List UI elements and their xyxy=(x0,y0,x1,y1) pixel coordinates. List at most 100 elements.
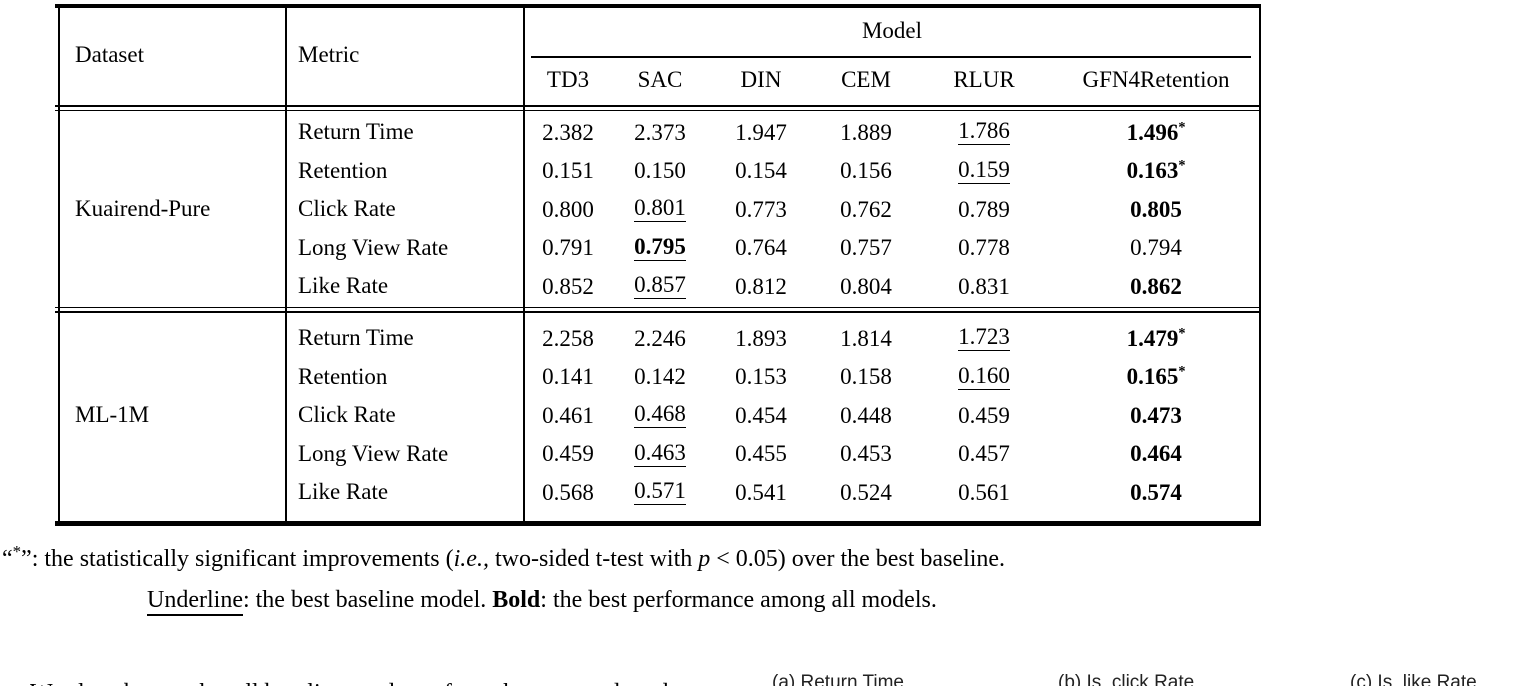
value-cell: 1.947 xyxy=(735,119,787,145)
value-cell: 2.258 xyxy=(542,325,594,351)
metric-label: Click Rate xyxy=(298,196,396,222)
dataset-label: ML-1M xyxy=(75,402,150,428)
value-cell: 0.154 xyxy=(735,158,787,184)
value-cell: 0.473 xyxy=(1130,402,1182,428)
dataset-group-kuairend-pure: Kuairend-Pure Return Time 2.382 2.373 1.… xyxy=(58,113,1261,306)
value-cell: 0.151 xyxy=(542,158,594,184)
value-cell: 0.852 xyxy=(542,273,594,299)
value-cell: 1.496* xyxy=(1126,119,1186,145)
significance-star: * xyxy=(1178,157,1186,174)
header-separator-rule-1 xyxy=(55,105,1261,107)
metric-label: Long View Rate xyxy=(298,234,449,260)
value-cell: 0.801 xyxy=(634,195,686,223)
value-cell: 0.561 xyxy=(958,479,1010,505)
model-column-header-rlur: RLUR xyxy=(953,67,1015,92)
value-cell: 1.814 xyxy=(840,325,892,351)
value-cell: 0.857 xyxy=(634,272,686,300)
underline-keyword: Underline xyxy=(147,587,243,616)
model-column-header-sac: SAC xyxy=(637,67,683,92)
dataset-group-ml-1m: ML-1M Return Time 2.258 2.246 1.893 1.81… xyxy=(58,319,1261,512)
value-cell: 0.762 xyxy=(840,196,892,222)
model-column-header-cem: CEM xyxy=(841,67,891,92)
open-quote: “ xyxy=(2,546,13,572)
value-cell: 1.479* xyxy=(1126,325,1186,351)
metric-label: Return Time xyxy=(298,119,414,145)
significance-star-symbol: * xyxy=(12,542,22,561)
value-cell: 0.142 xyxy=(634,364,686,390)
value-cell: 0.448 xyxy=(840,402,892,428)
footnote-p-symbol: p xyxy=(698,546,711,572)
value-cell: 0.571 xyxy=(634,478,686,506)
clipped-paragraph-fragment: We also observe that all baselines under… xyxy=(30,679,670,686)
value-cell: 0.831 xyxy=(958,273,1010,299)
table-top-rule xyxy=(55,4,1261,8)
value-cell: 0.800 xyxy=(542,196,594,222)
footnote-line-1: “*”: the statistically significant impro… xyxy=(2,542,1006,574)
value-cell: 0.773 xyxy=(735,196,787,222)
metric-label: Click Rate xyxy=(298,402,396,428)
value-cell: 0.791 xyxy=(542,235,594,261)
footnote-text: : the best performance among all models. xyxy=(540,587,937,613)
value-cell: 0.463 xyxy=(634,439,686,467)
value-cell: 0.150 xyxy=(634,158,686,184)
value-cell: 0.764 xyxy=(735,235,787,261)
value-cell: 0.159 xyxy=(958,156,1010,184)
footnote-text: : the statistically significant improvem… xyxy=(31,546,454,572)
value-cell: 0.789 xyxy=(958,196,1010,222)
value-cell: 0.461 xyxy=(542,402,594,428)
value-cell: 0.804 xyxy=(840,273,892,299)
value-cell: 0.568 xyxy=(542,479,594,505)
metric-label: Retention xyxy=(298,157,388,183)
value-cell: 0.574 xyxy=(1130,479,1182,505)
value-cell: 0.459 xyxy=(542,441,594,467)
table-right-border xyxy=(1259,4,1261,525)
significance-star: * xyxy=(1178,363,1186,380)
value-cell: 0.464 xyxy=(1130,441,1182,467)
table-bottom-rule xyxy=(55,521,1261,526)
clipped-paragraph-text: We also observe that all baselines under… xyxy=(30,679,670,686)
value-cell: 1.893 xyxy=(735,325,787,351)
model-group-header: Model xyxy=(861,18,923,43)
value-cell: 0.454 xyxy=(735,402,787,428)
metric-model-divider xyxy=(523,4,525,525)
value-cell: 1.889 xyxy=(840,119,892,145)
value-cell: 0.541 xyxy=(735,479,787,505)
value-cell: 0.156 xyxy=(840,158,892,184)
value-cell: 1.786 xyxy=(958,118,1010,146)
table-left-border xyxy=(58,4,60,525)
significance-star: * xyxy=(1178,325,1186,342)
value-cell: 0.158 xyxy=(840,364,892,390)
model-columns-header-row: TD3 SAC DIN CEM RLUR GFN4Retention xyxy=(523,57,1261,103)
group-separator-rule-1 xyxy=(55,306,1261,309)
bold-keyword: Bold xyxy=(492,587,541,613)
value-cell: 0.141 xyxy=(542,364,594,390)
metric-label: Return Time xyxy=(298,325,414,351)
value-cell: 0.795 xyxy=(634,233,686,261)
figure-caption-c: (c) Is_like Rate xyxy=(1350,672,1477,686)
value-cell: 0.459 xyxy=(958,402,1010,428)
metric-label: Like Rate xyxy=(298,273,389,299)
close-quote: ” xyxy=(21,546,32,572)
figure-caption-b: (b) Is_click Rate xyxy=(1058,672,1195,686)
dataset-metric-divider xyxy=(285,4,287,525)
value-cell: 2.246 xyxy=(634,325,686,351)
header-separator-rule-2 xyxy=(55,109,1261,112)
footnote-line-2: Underline: the best baseline model. Bold… xyxy=(147,585,937,616)
metric-label: Long View Rate xyxy=(298,440,449,466)
value-cell: 2.373 xyxy=(634,119,686,145)
col-header-metric: Metric xyxy=(298,42,360,67)
metric-label: Retention xyxy=(298,363,388,389)
metric-label: Like Rate xyxy=(298,479,389,505)
footnote-text: < 0.05) over the best baseline. xyxy=(710,546,1006,572)
dataset-label: Kuairend-Pure xyxy=(75,196,211,222)
value-cell: 0.862 xyxy=(1130,273,1182,299)
significance-star: * xyxy=(1178,119,1186,136)
value-cell: 0.812 xyxy=(735,273,787,299)
footnote-text: : the best baseline model. xyxy=(242,587,493,613)
model-column-header-din: DIN xyxy=(740,67,782,92)
footnote-ie: i.e., xyxy=(453,546,489,572)
value-cell: 0.163* xyxy=(1126,157,1186,184)
value-cell: 0.160 xyxy=(958,362,1010,390)
value-cell: 2.382 xyxy=(542,119,594,145)
value-cell: 0.153 xyxy=(735,364,787,390)
